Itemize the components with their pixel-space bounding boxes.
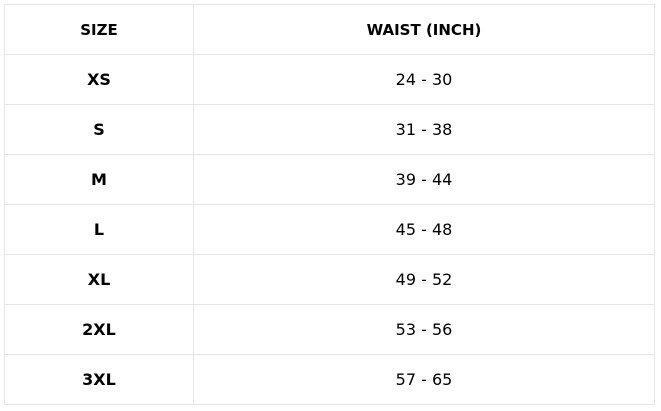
header-waist: WAIST (INCH) bbox=[193, 4, 655, 55]
table-row: 3XL 57 - 65 bbox=[4, 354, 655, 405]
size-cell: XL bbox=[4, 254, 194, 305]
table-row: 2XL 53 - 56 bbox=[4, 304, 655, 355]
table-row: L 45 - 48 bbox=[4, 204, 655, 255]
table-row: M 39 - 44 bbox=[4, 154, 655, 205]
waist-cell: 49 - 52 bbox=[193, 254, 655, 305]
size-cell: L bbox=[4, 204, 194, 255]
size-cell: XS bbox=[4, 54, 194, 105]
waist-cell: 45 - 48 bbox=[193, 204, 655, 255]
waist-cell: 53 - 56 bbox=[193, 304, 655, 355]
size-cell: 3XL bbox=[4, 354, 194, 405]
header-size: SIZE bbox=[4, 4, 194, 55]
size-chart-table: SIZE WAIST (INCH) XS 24 - 30 S 31 - 38 M 39 -… bbox=[4, 4, 655, 405]
table-row: S 31 - 38 bbox=[4, 104, 655, 155]
table-row: XL 49 - 52 bbox=[4, 254, 655, 305]
table-row: XS 24 - 30 bbox=[4, 54, 655, 105]
waist-cell: 39 - 44 bbox=[193, 154, 655, 205]
waist-cell: 57 - 65 bbox=[193, 354, 655, 405]
waist-cell: 24 - 30 bbox=[193, 54, 655, 105]
header-row: SIZE WAIST (INCH) bbox=[4, 4, 655, 55]
size-cell: M bbox=[4, 154, 194, 205]
waist-cell: 31 - 38 bbox=[193, 104, 655, 155]
size-cell: S bbox=[4, 104, 194, 155]
size-cell: 2XL bbox=[4, 304, 194, 355]
